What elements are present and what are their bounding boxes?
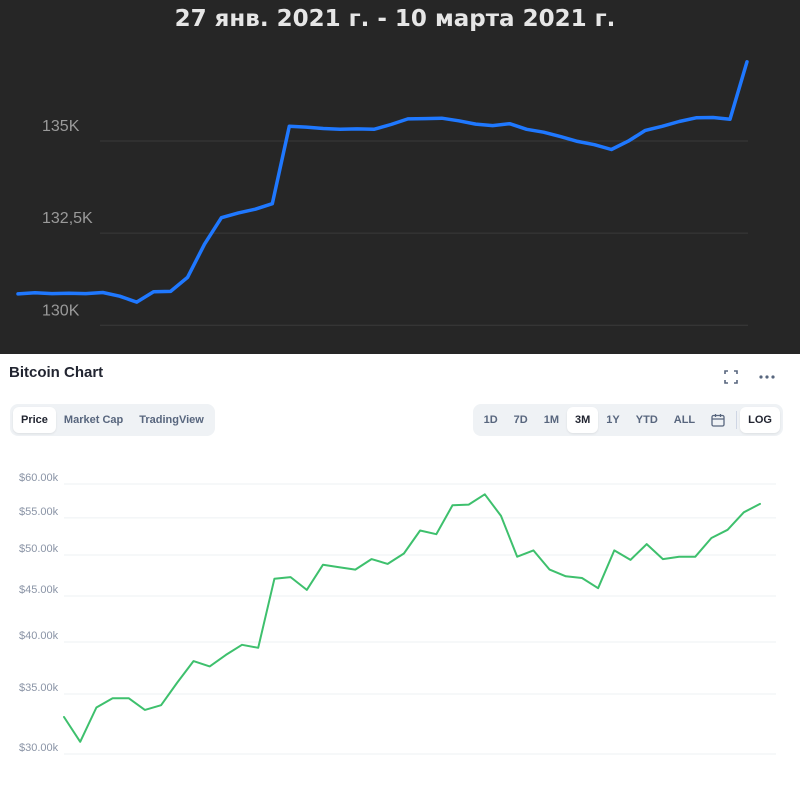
range-all[interactable]: ALL: [673, 414, 696, 426]
top-price-chart: 135K 132,5K 130K: [16, 60, 749, 326]
tab-market-cap[interactable]: Market Cap: [63, 414, 124, 426]
range-3m[interactable]: 3M: [567, 407, 599, 433]
top-y-tick-label: 130K: [42, 302, 80, 319]
top-chart-panel: 27 янв. 2021 г. - 10 марта 2021 г. 135K 1…: [0, 0, 800, 354]
header-icons: [722, 368, 776, 386]
bottom-y-tick-label: $35.00k: [19, 682, 59, 694]
tab-price[interactable]: Price: [13, 407, 56, 433]
tab-tradingview[interactable]: TradingView: [139, 414, 204, 426]
bottom-price-chart: $60.00k $55.00k $50.00k $45.00k $40.00k $35.0…: [19, 472, 776, 755]
range-ytd[interactable]: YTD: [635, 414, 658, 426]
bitcoin-chart-widget: Bitcoin Chart Price Market Cap TradingVi…: [0, 354, 800, 800]
top-chart-title: 27 янв. 2021 г. - 10 марта 2021 г.: [174, 6, 616, 32]
top-y-tick-label: 132,5K: [42, 210, 93, 227]
calendar-button[interactable]: [703, 407, 733, 433]
top-y-tick-label: 135K: [42, 118, 80, 135]
top-price-line: [16, 60, 749, 304]
range-7d[interactable]: 7D: [513, 414, 528, 426]
bottom-y-tick-label: $60.00k: [19, 472, 59, 484]
widget-title: Bitcoin Chart: [9, 364, 104, 381]
range-tabs: 1D 7D 1M 3M 1Y YTD ALL LOG: [472, 404, 783, 436]
bottom-y-tick-label: $55.00k: [19, 506, 59, 518]
bottom-price-line: [63, 493, 761, 743]
tab-divider: [736, 411, 738, 429]
range-1y[interactable]: 1Y: [606, 414, 620, 426]
calendar-icon: [711, 414, 725, 427]
bottom-y-tick-label: $30.00k: [19, 742, 59, 754]
log-scale-button[interactable]: LOG: [740, 407, 780, 433]
bottom-y-tick-label: $40.00k: [19, 630, 59, 642]
range-1m[interactable]: 1M: [543, 414, 560, 426]
range-1d[interactable]: 1D: [483, 414, 498, 426]
more-icon[interactable]: [758, 368, 776, 386]
bottom-y-tick-label: $50.00k: [19, 543, 59, 555]
view-tabs: Price Market Cap TradingView: [10, 404, 215, 436]
bottom-y-tick-label: $45.00k: [19, 584, 59, 596]
fullscreen-icon[interactable]: [722, 368, 740, 386]
